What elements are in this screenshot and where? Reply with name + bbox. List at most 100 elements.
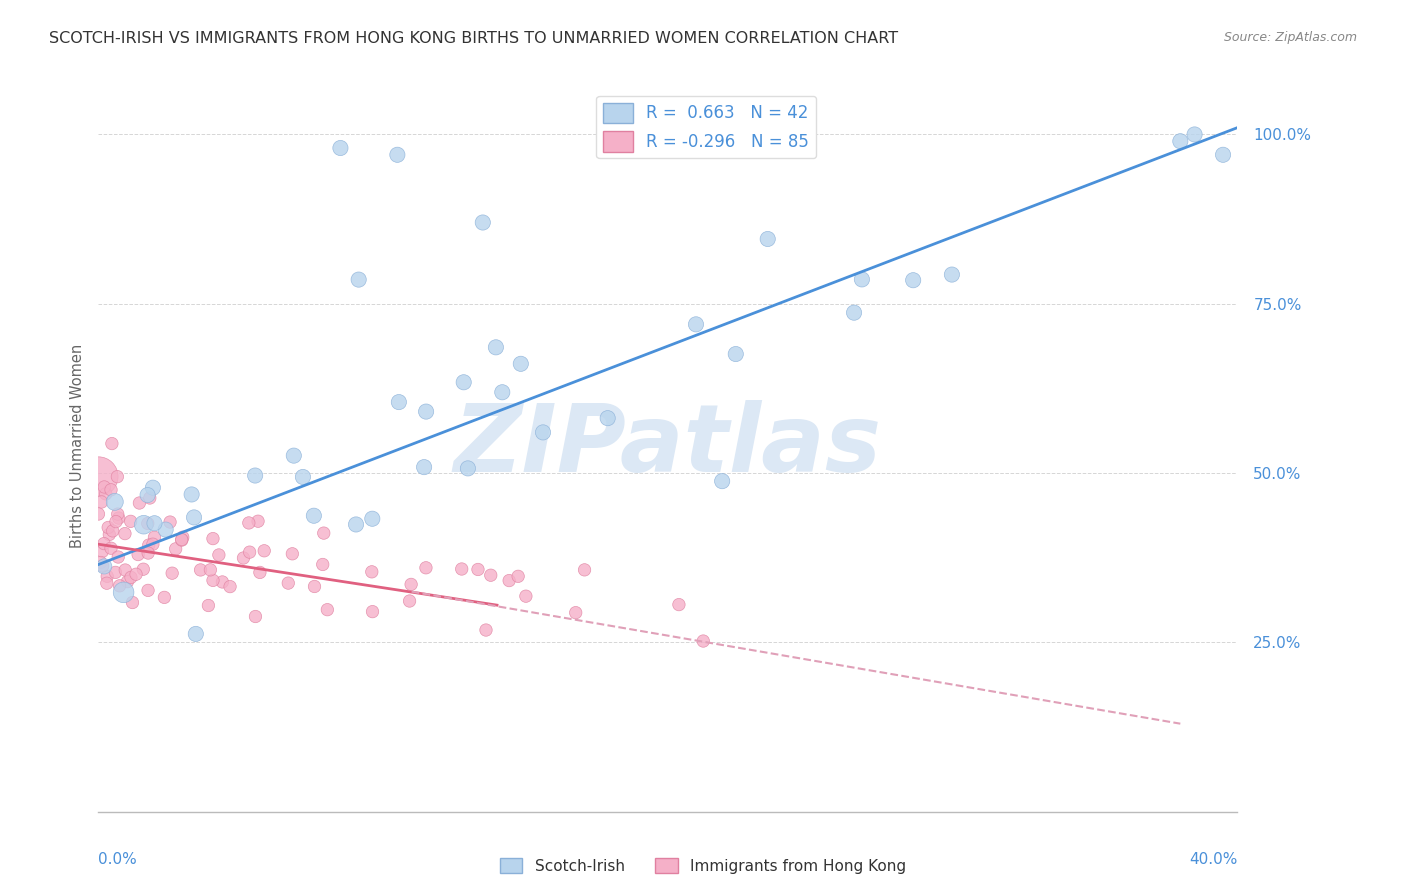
Point — [291, 470, 314, 484]
Point — [399, 577, 422, 591]
Y-axis label: Births to Unmarried Women: Births to Unmarried Women — [69, 344, 84, 548]
Point — [143, 530, 166, 544]
Point — [724, 347, 747, 361]
Point — [91, 544, 114, 558]
Point — [117, 574, 139, 589]
Point — [388, 395, 411, 409]
Point — [153, 591, 176, 605]
Legend: R =  0.663   N = 42, R = -0.296   N = 85: R = 0.663 N = 42, R = -0.296 N = 85 — [596, 96, 815, 158]
Point — [183, 510, 205, 524]
Point — [93, 559, 115, 574]
Point — [184, 627, 207, 641]
Point — [197, 599, 219, 613]
Point — [170, 533, 193, 547]
Point — [127, 548, 149, 562]
Point — [413, 460, 436, 475]
Point — [219, 580, 242, 594]
Point — [283, 449, 305, 463]
Point — [467, 562, 489, 576]
Point — [692, 634, 714, 648]
Point — [128, 496, 150, 510]
Point — [457, 461, 479, 475]
Point — [253, 543, 276, 558]
Point — [97, 520, 120, 534]
Point — [842, 306, 865, 320]
Point — [138, 538, 160, 552]
Point — [208, 548, 231, 562]
Point — [87, 469, 110, 483]
Point — [347, 272, 370, 286]
Point — [361, 605, 384, 619]
Point — [302, 508, 325, 523]
Point — [107, 511, 129, 525]
Point — [387, 148, 409, 162]
Point — [531, 425, 554, 440]
Point — [87, 507, 110, 521]
Point — [453, 376, 475, 390]
Point — [120, 570, 142, 584]
Point — [90, 495, 112, 509]
Point — [398, 594, 420, 608]
Point — [574, 563, 596, 577]
Point — [201, 574, 224, 588]
Point — [498, 574, 520, 588]
Point — [668, 598, 690, 612]
Point — [304, 580, 326, 594]
Point — [125, 567, 148, 582]
Point — [249, 566, 271, 580]
Point — [312, 526, 335, 541]
Point — [172, 530, 194, 544]
Point — [277, 576, 299, 591]
Text: 40.0%: 40.0% — [1189, 852, 1237, 867]
Point — [232, 551, 254, 566]
Text: ZIPatlas: ZIPatlas — [454, 400, 882, 492]
Point — [155, 523, 177, 537]
Point — [415, 561, 437, 575]
Point — [139, 491, 162, 505]
Point — [136, 516, 159, 531]
Point — [132, 562, 155, 576]
Point — [329, 141, 352, 155]
Text: 0.0%: 0.0% — [98, 852, 138, 867]
Point — [316, 602, 339, 616]
Text: SCOTCH-IRISH VS IMMIGRANTS FROM HONG KONG BIRTHS TO UNMARRIED WOMEN CORRELATION : SCOTCH-IRISH VS IMMIGRANTS FROM HONG KON… — [49, 31, 898, 46]
Point — [485, 340, 508, 354]
Point — [239, 545, 262, 559]
Point — [107, 549, 129, 564]
Point — [105, 469, 128, 483]
Point — [1184, 128, 1206, 142]
Text: Source: ZipAtlas.com: Source: ZipAtlas.com — [1223, 31, 1357, 45]
Point — [160, 566, 183, 581]
Point — [96, 576, 118, 591]
Point — [901, 273, 924, 287]
Point — [238, 516, 260, 530]
Point — [515, 589, 537, 603]
Point — [180, 487, 202, 501]
Point — [142, 481, 165, 495]
Point — [120, 514, 142, 528]
Point — [479, 568, 502, 582]
Point — [245, 609, 267, 624]
Point — [281, 547, 304, 561]
Point — [108, 579, 131, 593]
Legend: Scotch-Irish, Immigrants from Hong Kong: Scotch-Irish, Immigrants from Hong Kong — [494, 852, 912, 880]
Point — [312, 558, 335, 572]
Point — [101, 524, 124, 538]
Point — [564, 606, 586, 620]
Point — [94, 487, 117, 501]
Point — [247, 514, 270, 528]
Point — [243, 468, 266, 483]
Point — [415, 404, 437, 418]
Point — [508, 569, 530, 583]
Point — [143, 516, 166, 531]
Point — [201, 532, 224, 546]
Point — [136, 583, 159, 598]
Point — [93, 536, 115, 550]
Point — [941, 268, 963, 282]
Point — [136, 488, 159, 502]
Point — [96, 569, 118, 583]
Point — [136, 546, 159, 560]
Point — [132, 517, 155, 532]
Point — [711, 474, 734, 488]
Point — [509, 357, 531, 371]
